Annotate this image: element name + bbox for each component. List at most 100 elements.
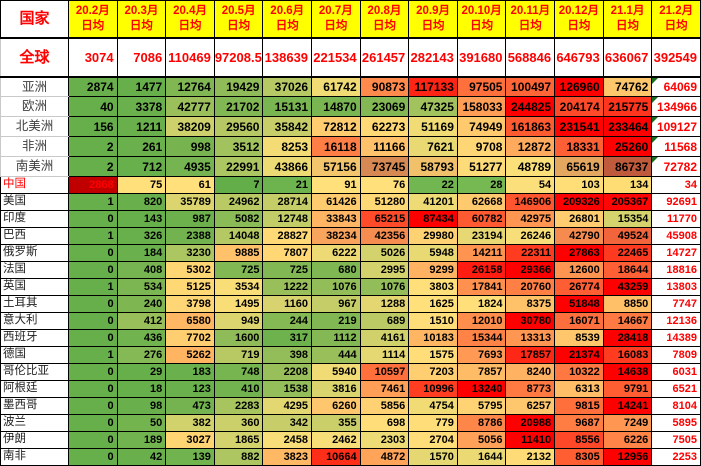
value-cell: 3230 — [165, 244, 215, 262]
row-label: 哥伦比亚 — [0, 363, 69, 381]
value-cell: 51280 — [359, 193, 410, 211]
value-cell: 1600 — [213, 329, 264, 347]
value-cell: 11166 — [359, 136, 410, 157]
value-cell: 2132 — [505, 448, 556, 466]
value-cell: 0 — [68, 210, 118, 228]
value-cell: 7747 — [651, 295, 701, 313]
table-row: 伊朗 0 189 3027 1865 2458 2462 2303 2704 5056 11410 8… — [0, 431, 701, 449]
value-cell: 28418 — [602, 329, 653, 347]
value-cell: 719 — [213, 346, 264, 364]
value-cell: 21 — [262, 176, 313, 194]
value-cell: 18816 — [651, 261, 701, 279]
value-cell: 11568 — [651, 136, 701, 157]
table-row: 土耳其 0 240 3798 1495 1160 967 1288 1625 1824 8375 51… — [0, 295, 701, 313]
value-cell: 43259 — [602, 278, 653, 296]
value-cell: 7 — [213, 176, 264, 194]
row-label: 欧洲 — [0, 96, 69, 117]
value-cell: 0 — [68, 329, 118, 347]
value-cell: 261457 — [359, 37, 410, 78]
value-cell: 6260 — [311, 397, 361, 415]
month-column-header: 20.8月 日均 — [359, 0, 410, 39]
month-column-header: 20.6月 日均 — [262, 0, 313, 39]
value-cell: 8786 — [456, 414, 507, 432]
value-cell: 73745 — [359, 156, 410, 177]
value-cell: 26801 — [554, 210, 604, 228]
value-cell: 2995 — [359, 261, 410, 279]
value-cell: 16118 — [311, 136, 361, 157]
value-cell: 20760 — [505, 278, 556, 296]
value-cell: 12136 — [651, 312, 701, 330]
value-cell: 109127 — [651, 116, 701, 137]
value-cell: 6313 — [554, 380, 604, 398]
value-cell: 3803 — [408, 278, 458, 296]
value-cell: 0 — [68, 261, 118, 279]
value-cell: 2303 — [359, 431, 410, 449]
value-cell: 1 — [68, 346, 118, 364]
row-label: 北美洲 — [0, 116, 69, 137]
value-cell: 698 — [359, 414, 410, 432]
value-cell: 1495 — [213, 295, 264, 313]
value-cell: 42 — [116, 448, 167, 466]
value-cell: 7203 — [408, 363, 458, 381]
value-cell: 1112 — [311, 329, 361, 347]
value-cell: 2868 — [68, 176, 118, 194]
value-cell: 29560 — [213, 116, 264, 137]
value-cell: 19429 — [213, 76, 264, 97]
row-label: 墨西哥 — [0, 397, 69, 415]
value-cell: 6222 — [311, 244, 361, 262]
value-cell: 4754 — [408, 397, 458, 415]
value-cell: 138639 — [262, 37, 313, 78]
value-cell: 244 — [262, 312, 313, 330]
value-cell: 91 — [311, 176, 361, 194]
value-cell: 410 — [213, 380, 264, 398]
value-cell: 12872 — [505, 136, 556, 157]
value-cell: 22 — [408, 176, 458, 194]
value-cell: 14870 — [311, 96, 361, 117]
table-row: 南美洲 2 712 4935 22991 43866 57156 73745 58793 5127… — [0, 156, 701, 177]
value-cell: 5856 — [359, 397, 410, 415]
table-row: 俄罗斯 0 184 3230 9885 7807 6222 5026 5948 14211 2231… — [0, 244, 701, 262]
value-cell: 436 — [116, 329, 167, 347]
value-cell: 1570 — [408, 448, 458, 466]
table-row: 哥伦比亚 0 29 183 748 2208 5940 10597 7203 7857 8240 10… — [0, 363, 701, 381]
value-cell: 13803 — [651, 278, 701, 296]
value-cell: 57156 — [311, 156, 361, 177]
value-cell: 1625 — [408, 295, 458, 313]
value-cell: 21702 — [213, 96, 264, 117]
table-row: 德国 1 276 5262 719 398 444 1114 1575 7693 17857 2137… — [0, 346, 701, 364]
value-cell: 25260 — [602, 136, 653, 157]
row-label: 南美洲 — [0, 156, 69, 177]
value-cell: 74949 — [456, 116, 507, 137]
value-cell: 3074 — [68, 37, 118, 78]
row-label: 伊朗 — [0, 431, 69, 449]
value-cell: 2458 — [262, 431, 313, 449]
value-cell: 1824 — [456, 295, 507, 313]
value-cell: 779 — [408, 414, 458, 432]
value-cell: 123 — [165, 380, 215, 398]
value-cell: 1510 — [408, 312, 458, 330]
value-cell: 15131 — [262, 96, 313, 117]
value-cell: 3378 — [116, 96, 167, 117]
value-cell: 37026 — [262, 76, 313, 97]
month-column-header: 20.3月 日均 — [116, 0, 167, 39]
value-cell: 398 — [262, 346, 313, 364]
value-cell: 156 — [68, 116, 118, 137]
table-row: 阿根廷 0 18 123 410 1538 3816 7461 10996 13240 8773 63… — [0, 380, 701, 398]
row-label: 亚洲 — [0, 76, 69, 97]
value-cell: 8556 — [554, 431, 604, 449]
value-cell: 14211 — [456, 244, 507, 262]
value-cell: 42790 — [554, 227, 604, 245]
month-column-header: 20.5月 日均 — [213, 0, 264, 39]
table-row: 印度 0 143 987 5082 12748 33843 65215 87434 60782 42… — [0, 210, 701, 228]
value-cell: 5895 — [651, 414, 701, 432]
note-triangle-icon — [652, 97, 659, 103]
value-cell: 6031 — [651, 363, 701, 381]
value-cell: 18 — [116, 380, 167, 398]
row-label: 英国 — [0, 278, 69, 296]
value-cell: 161863 — [505, 116, 556, 137]
table-row: 非洲 2 261 998 3512 8253 16118 11166 7621 9708 12872… — [0, 136, 701, 157]
row-label: 印度 — [0, 210, 69, 228]
value-cell: 14048 — [213, 227, 264, 245]
value-cell: 24962 — [213, 193, 264, 211]
value-cell: 4161 — [359, 329, 410, 347]
